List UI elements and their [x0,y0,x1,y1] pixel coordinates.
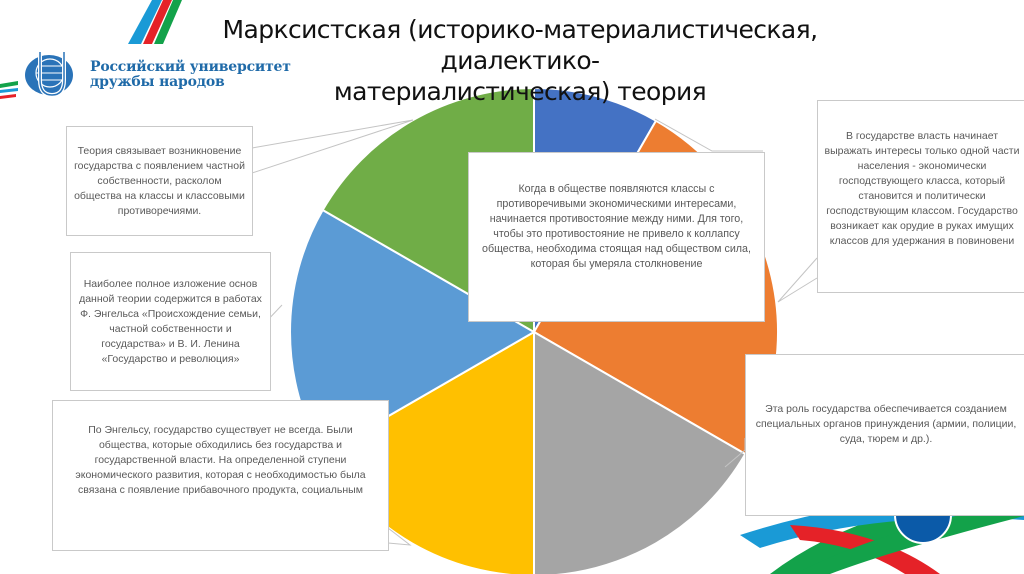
left-stripes-decoration [0,81,18,99]
callout-works: Наиболее полное изложение основ данной т… [70,252,271,391]
callout-works-text: Наиболее полное изложение основ данной т… [79,277,262,365]
slide-title-line1: Марксистская (историко-материалистическа… [222,15,819,75]
slide-title: Марксистская (историко-материалистическа… [140,14,900,107]
pie-slice-gray [533,330,747,574]
callout-classes-text: Когда в обществе появляются классы с про… [482,183,751,270]
slide-title-line2: материалистическая) теория [333,77,707,106]
callout-engels: По Энгельсу, государство существует не в… [52,400,389,551]
callout-coercion-text: Эта роль государства обеспечивается созд… [755,402,1017,445]
callout-power-text: В государстве власть начинает выражать и… [824,129,1020,247]
rudn-globe-logo-icon [25,52,73,98]
logo-line1: Российский университет [90,59,291,75]
callout-theory-link-text: Теория связывает возникновение государст… [74,144,245,217]
callout-coercion: Эта роль государства обеспечивается созд… [745,354,1024,516]
callout-engels-text: По Энгельсу, государство существует не в… [75,424,366,496]
logo-line2: дружбы народов [90,74,225,90]
university-logo-text: Российский университет дружбы народов [90,60,291,90]
top-swoosh-decoration [128,0,182,44]
callout-classes: Когда в обществе появляются классы с про… [468,152,765,322]
callout-theory-link: Теория связывает возникновение государст… [66,126,253,236]
callout-power: В государстве власть начинает выражать и… [817,100,1024,293]
